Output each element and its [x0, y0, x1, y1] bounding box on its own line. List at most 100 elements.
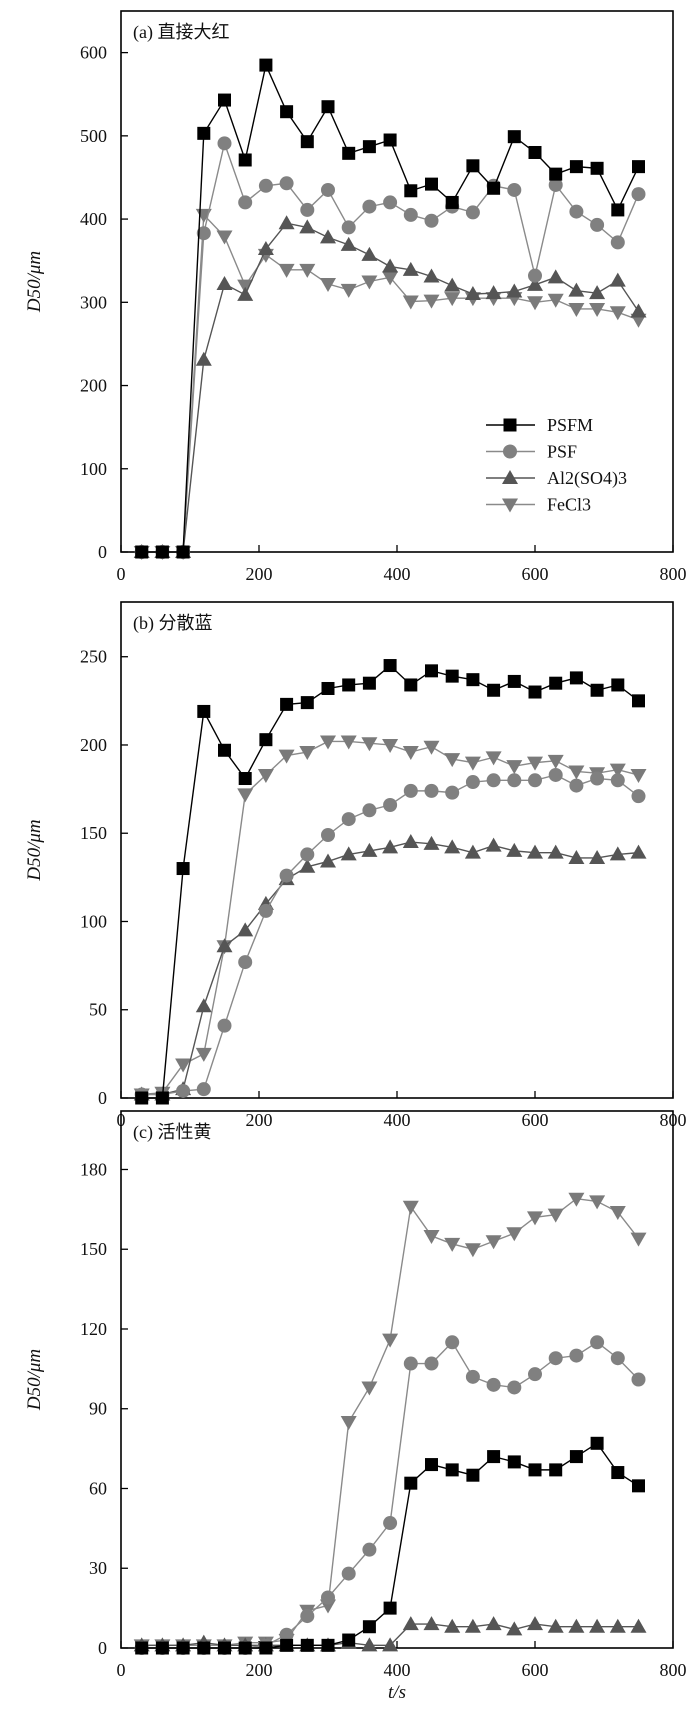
data-point	[340, 236, 357, 251]
data-point	[300, 1638, 314, 1652]
data-point	[342, 678, 356, 692]
data-point	[197, 704, 211, 718]
data-point	[321, 100, 335, 114]
legend-marker	[503, 444, 517, 459]
data-point	[320, 229, 336, 244]
data-point	[362, 1620, 376, 1634]
x-tick-label: 400	[384, 564, 411, 584]
data-point	[465, 1369, 480, 1384]
data-point	[465, 775, 480, 790]
series-line	[141, 1197, 640, 1647]
data-point	[630, 1618, 647, 1633]
legend-item: PSFM	[486, 415, 593, 435]
data-point	[506, 842, 523, 857]
data-point	[402, 1200, 419, 1215]
series-fecl3	[133, 1192, 647, 1654]
x-tick-label: 400	[384, 1660, 411, 1680]
data-point	[342, 1633, 356, 1647]
data-point	[506, 283, 523, 298]
data-point	[528, 685, 542, 699]
data-point	[280, 697, 294, 711]
data-point	[507, 773, 522, 788]
data-point	[611, 1466, 625, 1480]
legend-marker	[502, 470, 518, 484]
data-point	[299, 858, 316, 873]
data-point	[445, 1335, 460, 1350]
data-point	[383, 1516, 398, 1531]
data-point	[321, 182, 335, 197]
y-axis-label: D50/μm	[24, 251, 45, 313]
series-al2so43	[133, 834, 647, 1101]
data-point	[590, 217, 605, 232]
data-point	[630, 844, 647, 859]
data-point	[402, 746, 419, 761]
data-point	[278, 749, 295, 764]
y-axis-label: D50/μm	[24, 819, 45, 881]
data-point	[466, 1468, 480, 1482]
data-point	[445, 785, 460, 800]
data-point	[464, 844, 481, 859]
data-point	[609, 272, 626, 287]
x-tick-label: 800	[660, 1660, 687, 1680]
data-point	[506, 1227, 523, 1242]
data-point	[609, 763, 626, 778]
x-tick-label: 600	[522, 1660, 549, 1680]
data-point	[238, 153, 252, 167]
data-point	[631, 187, 646, 202]
data-point	[217, 1018, 232, 1033]
data-point	[404, 184, 418, 198]
data-point	[280, 105, 294, 119]
data-point	[340, 735, 357, 750]
data-point	[237, 279, 254, 294]
data-point	[197, 126, 211, 140]
data-point	[549, 676, 563, 690]
y-tick-label: 500	[80, 126, 107, 146]
data-point	[238, 955, 253, 970]
x-tick-label: 200	[246, 564, 273, 584]
data-point	[590, 1335, 605, 1350]
data-point	[259, 733, 273, 747]
data-point	[423, 268, 440, 283]
data-point	[216, 938, 233, 953]
data-point	[404, 678, 418, 692]
data-point	[527, 844, 543, 859]
data-point	[320, 277, 336, 292]
data-point	[485, 1616, 502, 1631]
data-point	[383, 133, 397, 147]
legend-item: Al2(SO4)3	[486, 468, 627, 489]
data-point	[402, 295, 419, 310]
data-point	[464, 1618, 481, 1633]
data-point	[341, 1566, 356, 1581]
data-point	[569, 160, 583, 174]
y-tick-label: 90	[89, 1399, 107, 1419]
data-point	[402, 1616, 419, 1631]
data-point	[464, 285, 481, 300]
data-point	[382, 1637, 399, 1652]
data-point	[361, 842, 378, 857]
data-point	[630, 1232, 647, 1247]
data-point	[549, 167, 563, 181]
data-point	[382, 258, 399, 273]
data-point	[176, 1641, 190, 1655]
data-point	[237, 286, 254, 301]
data-point	[630, 768, 647, 783]
data-point	[361, 246, 378, 261]
legend-marker	[502, 498, 518, 513]
data-point	[568, 282, 585, 297]
y-tick-label: 30	[89, 1558, 107, 1578]
data-point	[589, 285, 606, 300]
data-point	[487, 181, 501, 195]
data-point	[465, 205, 480, 220]
data-point	[362, 199, 377, 214]
data-point	[382, 839, 399, 854]
data-point	[444, 1237, 461, 1252]
data-point	[507, 1380, 522, 1395]
data-point	[321, 1638, 335, 1652]
data-point	[341, 812, 356, 827]
data-point	[507, 1455, 521, 1469]
data-point	[300, 1609, 315, 1624]
y-tick-label: 0	[98, 1088, 107, 1108]
data-point	[424, 1356, 439, 1371]
data-point	[176, 1083, 191, 1098]
data-point	[527, 1211, 543, 1226]
